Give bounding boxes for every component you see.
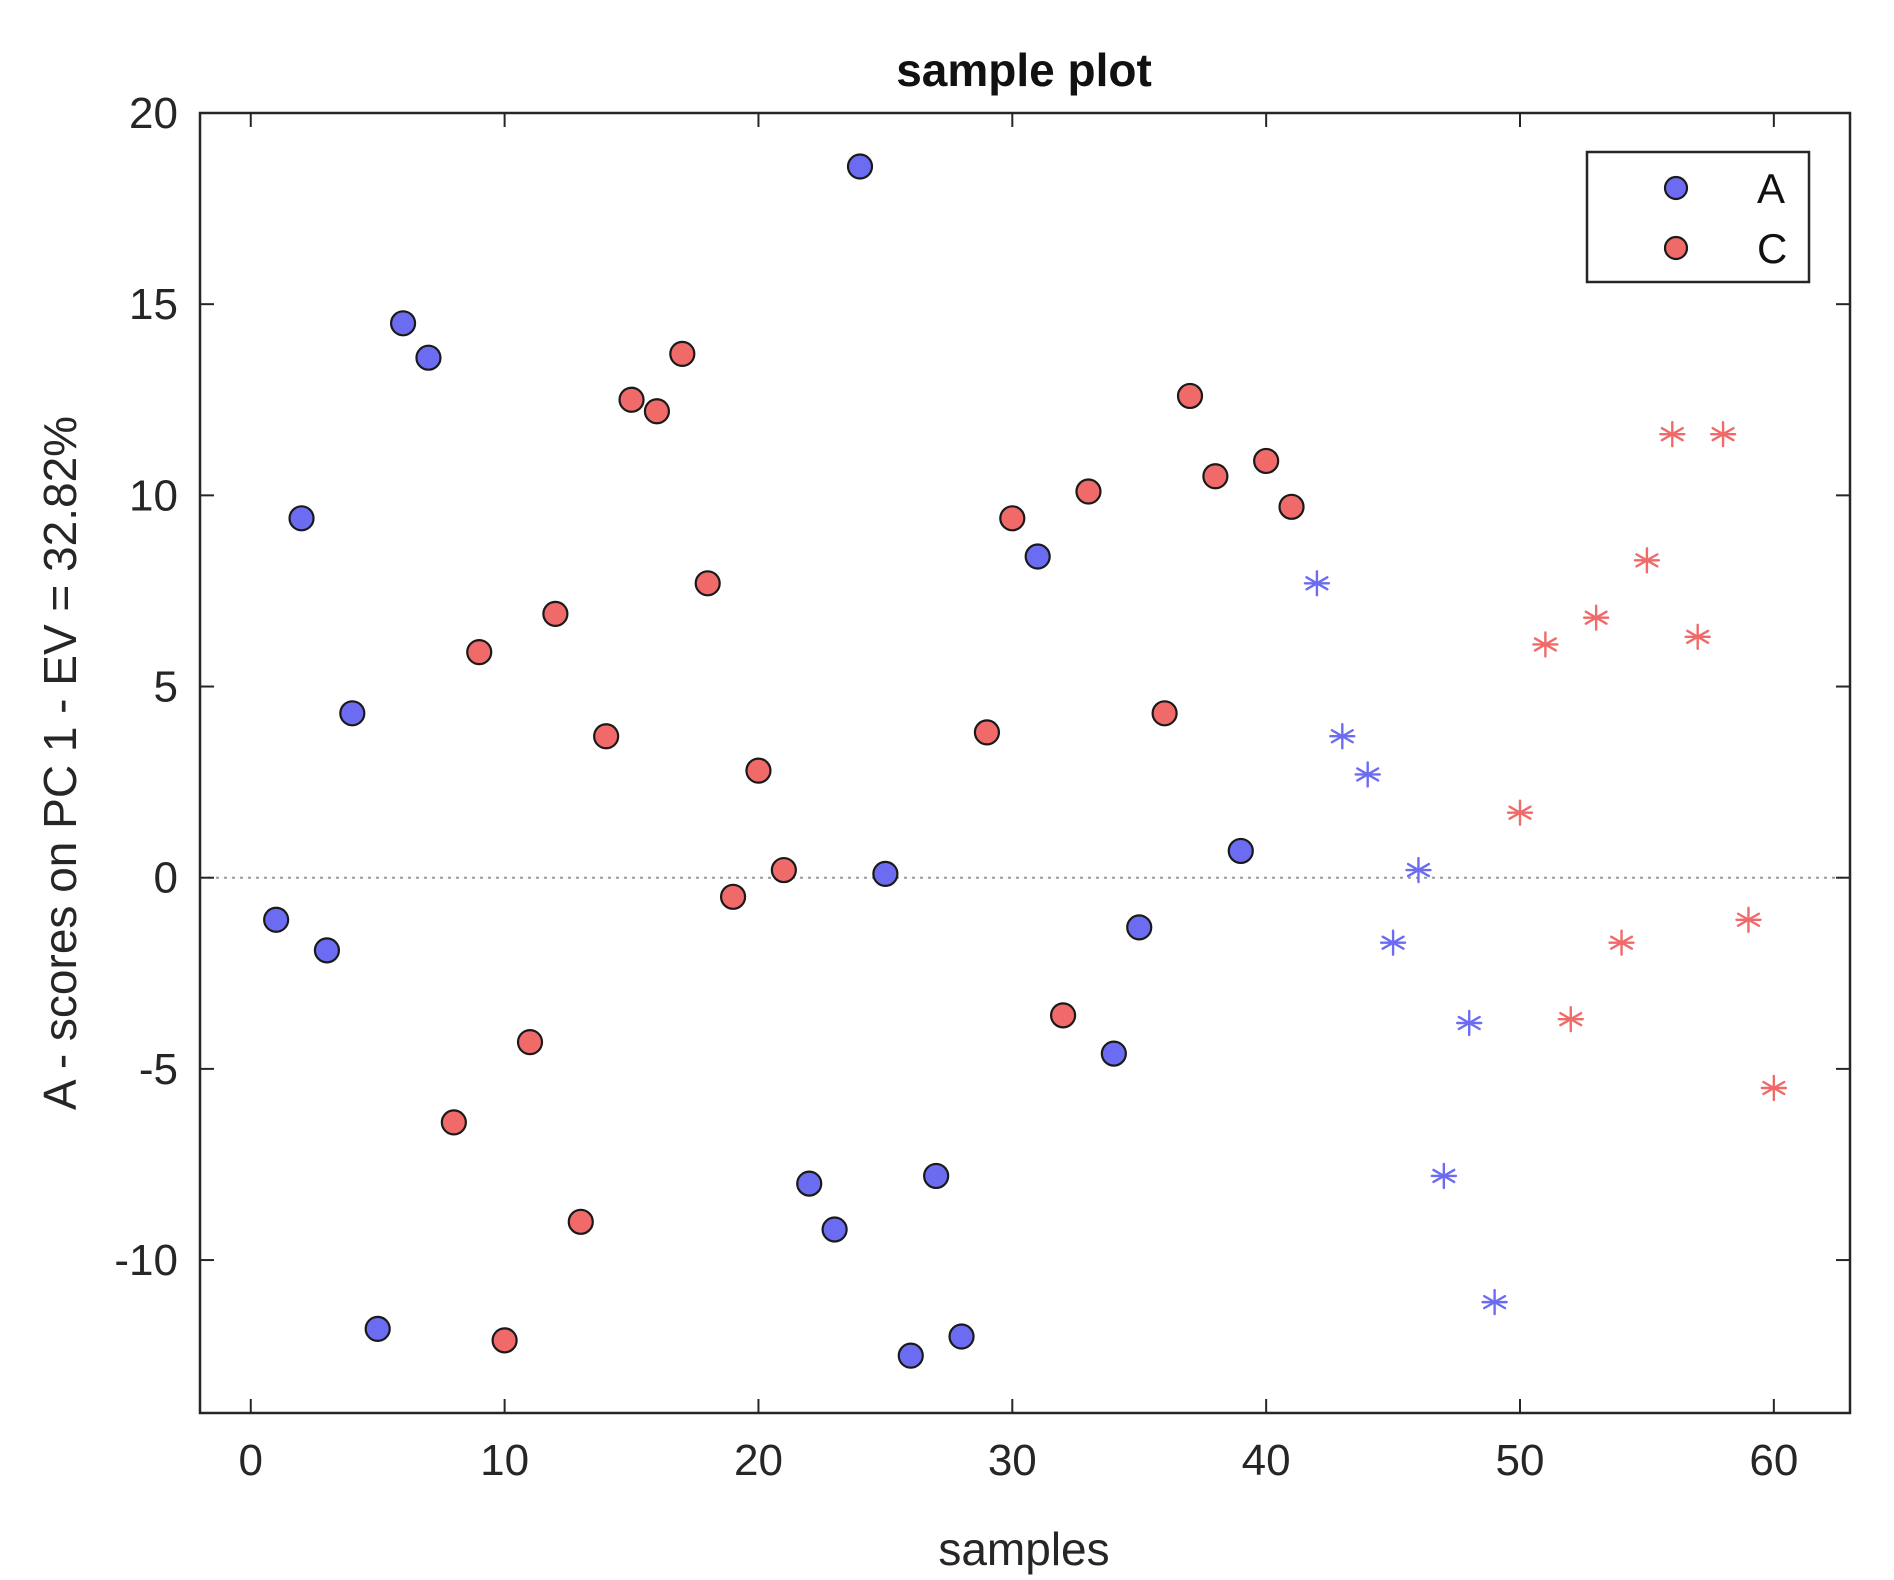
y-tick-label: 10 xyxy=(129,471,178,520)
point-a xyxy=(796,1170,823,1197)
asterisk-point-c xyxy=(1582,604,1610,631)
point-c xyxy=(1202,463,1229,490)
point-a xyxy=(415,344,442,371)
point-c xyxy=(1049,1002,1077,1029)
y-tick-label: 0 xyxy=(154,854,178,903)
y-tick-label: -10 xyxy=(114,1236,178,1285)
x-tick-label: 0 xyxy=(239,1436,263,1485)
point-c xyxy=(516,1029,544,1056)
asterisk-point-c xyxy=(1735,906,1762,933)
asterisk-point-a xyxy=(1481,1288,1508,1316)
asterisk-point-a xyxy=(1430,1162,1458,1190)
plot-area-frame xyxy=(198,111,1852,1415)
asterisk-point-c xyxy=(1659,420,1686,448)
asterisk-point-c xyxy=(1532,631,1559,658)
point-c xyxy=(593,723,620,750)
x-tick-label: 50 xyxy=(1496,1436,1545,1485)
point-c xyxy=(440,1109,467,1136)
point-c xyxy=(618,386,645,413)
x-tick-label: 40 xyxy=(1242,1436,1291,1485)
point-c xyxy=(491,1327,518,1354)
point-c xyxy=(694,570,721,597)
x-tick-label: 60 xyxy=(1749,1436,1798,1485)
x-tick-label: 10 xyxy=(480,1436,529,1485)
point-a xyxy=(846,153,874,180)
point-a xyxy=(263,906,290,933)
point-a xyxy=(364,1315,391,1342)
asterisk-point-a xyxy=(1456,1009,1483,1037)
y-tick-label: 5 xyxy=(154,663,178,712)
y-tick-label: 15 xyxy=(129,280,178,329)
asterisk-point-a xyxy=(1379,929,1407,956)
point-c xyxy=(466,639,493,666)
legend-marker-a xyxy=(1663,175,1689,201)
point-c xyxy=(973,719,1001,746)
asterisk-point-a xyxy=(1354,761,1381,788)
point-a xyxy=(389,310,417,337)
point-a xyxy=(948,1323,975,1350)
point-a xyxy=(1024,543,1051,570)
asterisk-point-a xyxy=(1303,570,1331,597)
asterisk-point-c xyxy=(1760,1074,1788,1102)
legend-label-c: C xyxy=(1757,225,1787,272)
point-c xyxy=(643,398,671,425)
chart-title: sample plot xyxy=(896,44,1152,96)
asterisk-point-c xyxy=(1633,547,1661,574)
point-a xyxy=(923,1162,950,1190)
point-c xyxy=(770,856,797,884)
point-a xyxy=(339,700,366,727)
point-c xyxy=(1151,700,1178,727)
y-axis-ticks: -10 -5 0 5 10 15 20 xyxy=(114,89,1850,1285)
point-a xyxy=(288,505,315,532)
asterisk-point-c xyxy=(1608,929,1635,956)
x-tick-label: 20 xyxy=(734,1436,783,1485)
y-axis-label: A - scores on PC 1 - EV = 32.82% xyxy=(34,416,86,1110)
point-c xyxy=(542,600,569,627)
x-axis-ticks: 0 10 20 30 40 50 60 xyxy=(239,113,1798,1485)
point-a xyxy=(872,860,899,887)
legend-marker-c xyxy=(1663,235,1689,261)
point-a xyxy=(313,937,341,964)
point-c xyxy=(745,757,772,784)
asterisk-point-a xyxy=(1405,856,1432,884)
x-tick-label: 30 xyxy=(988,1436,1037,1485)
legend-label-a: A xyxy=(1757,165,1785,212)
y-tick-label: 20 xyxy=(129,89,178,138)
point-a xyxy=(821,1216,848,1243)
point-c xyxy=(1253,447,1280,475)
point-c xyxy=(999,505,1026,532)
point-c xyxy=(567,1208,594,1235)
legend: A C xyxy=(1585,150,1811,284)
asterisk-point-a xyxy=(1329,723,1356,750)
point-c xyxy=(669,340,696,367)
point-a xyxy=(1100,1040,1127,1067)
asterisk-point-c xyxy=(1557,1005,1584,1033)
asterisk-point-c xyxy=(1506,799,1534,826)
data-points xyxy=(263,153,1788,1369)
y-tick-label: -5 xyxy=(139,1045,178,1094)
point-c xyxy=(1075,478,1102,505)
legend-box xyxy=(1585,150,1811,284)
point-a xyxy=(1126,914,1153,941)
point-a xyxy=(897,1342,924,1369)
x-axis-label: samples xyxy=(938,1523,1109,1575)
point-c xyxy=(719,883,747,910)
asterisk-point-c xyxy=(1684,623,1711,651)
asterisk-point-c xyxy=(1709,420,1737,448)
point-c xyxy=(1278,493,1305,520)
point-c xyxy=(1176,382,1204,410)
point-a xyxy=(1227,837,1254,865)
